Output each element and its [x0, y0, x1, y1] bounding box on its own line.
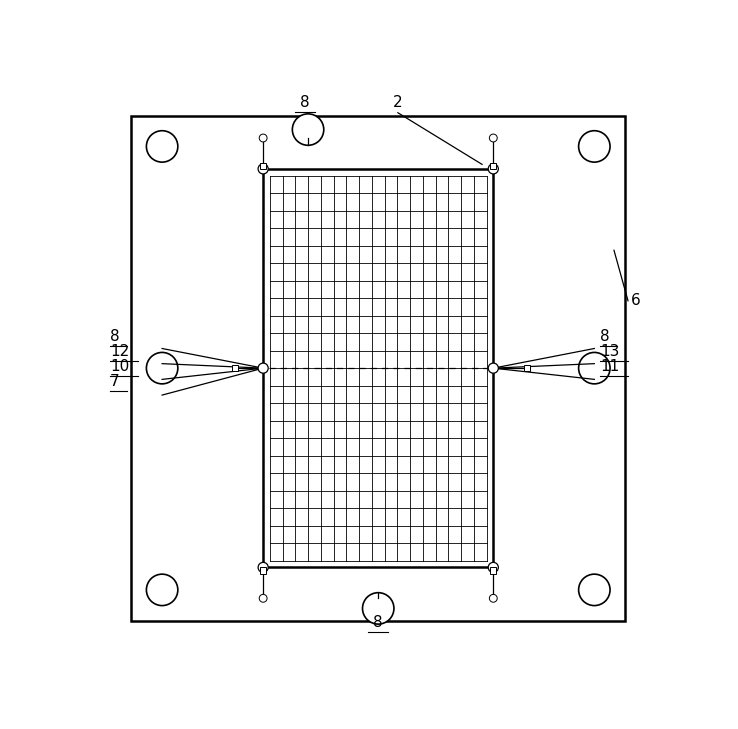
Circle shape [146, 352, 178, 384]
Circle shape [489, 134, 497, 142]
Circle shape [259, 134, 267, 142]
Text: 13: 13 [600, 344, 619, 359]
Circle shape [258, 164, 268, 174]
Circle shape [146, 574, 178, 606]
Bar [131, 115, 625, 621]
Circle shape [258, 363, 268, 373]
Bar [491, 163, 496, 169]
Text: 10: 10 [110, 359, 129, 374]
Text: 7: 7 [110, 375, 120, 389]
Circle shape [489, 164, 498, 174]
Circle shape [259, 594, 267, 602]
Circle shape [579, 574, 610, 606]
Text: 2: 2 [393, 95, 403, 110]
Bar [263, 169, 493, 567]
Text: 11: 11 [600, 359, 619, 374]
Text: 12: 12 [110, 344, 129, 359]
Text: 8: 8 [300, 95, 310, 110]
Bar [232, 365, 238, 371]
Bar [524, 365, 530, 371]
Text: 6: 6 [631, 293, 641, 308]
Text: 8: 8 [110, 329, 120, 344]
Text: 8: 8 [373, 615, 383, 631]
Circle shape [489, 363, 498, 373]
Circle shape [489, 594, 497, 602]
Circle shape [579, 130, 610, 162]
Circle shape [579, 352, 610, 384]
Text: 8: 8 [600, 329, 610, 344]
Bar [491, 567, 496, 574]
Circle shape [362, 593, 394, 624]
Circle shape [258, 562, 268, 572]
Circle shape [489, 562, 498, 572]
Circle shape [292, 114, 324, 145]
Bar [261, 567, 266, 574]
Bar [261, 163, 266, 169]
Circle shape [146, 130, 178, 162]
